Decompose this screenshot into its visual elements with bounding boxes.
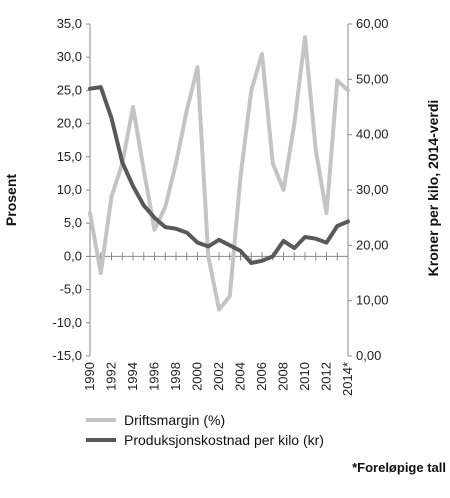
y-left-tick-label: 5,0: [64, 215, 82, 230]
series-1-point: [175, 228, 177, 230]
y-right-tick-label: 20,00: [356, 237, 389, 252]
series-1-point: [121, 161, 123, 163]
series-0-point: [153, 229, 156, 231]
series-1-point: [315, 238, 317, 240]
y-left-tick-label: -10,0: [52, 315, 82, 330]
series-1-point: [143, 204, 145, 207]
series-1-point: [100, 86, 102, 88]
series-0-point: [272, 162, 274, 165]
y-right-tick-label: 50,00: [356, 71, 389, 86]
y-right-axis-title: Kroner per kilo, 2014-verdi: [425, 100, 441, 277]
y-left-tick-label: 25,0: [57, 82, 82, 97]
y-right-tick-label: 0,00: [356, 348, 381, 363]
series-0-point: [110, 196, 113, 198]
series-1-point: [153, 217, 156, 219]
footnote: *Foreløpige tall: [352, 460, 446, 475]
series-0-point: [347, 89, 349, 91]
series-0-point: [143, 169, 145, 171]
y-left-tick-label: 15,0: [57, 149, 82, 164]
series-1-point: [164, 226, 166, 228]
y-left-tick-label: 10,0: [57, 182, 82, 197]
left-axis-ticks: -15,0 -10,0 -5,0 0,0 5,0 10,0 15,0 20,0 25,0 30,0…: [52, 16, 90, 363]
y-left-tick-label: -15,0: [52, 348, 82, 363]
x-axis-ticks: 1990 1992 1994 1996 1998 2000 2002 2004 2006 2008…: [82, 362, 355, 396]
series-0-point: [325, 212, 328, 214]
y-right-tick-label: 60,00: [356, 16, 389, 31]
series-1-point: [229, 244, 231, 246]
x-tick-label: 2012: [319, 362, 334, 391]
series-1-point: [325, 241, 328, 244]
series-0-point: [304, 36, 306, 38]
series-0-point: [207, 255, 209, 257]
series-0-point: [175, 162, 177, 165]
series-0-point: [186, 109, 188, 111]
y-left-tick-label: 0,0: [64, 248, 82, 263]
right-axis-ticks: 0,00 10,00 20,00 30,00 40,00 50,00 60,00: [348, 16, 389, 363]
series-0-point: [196, 66, 199, 68]
legend-label-driftsmargin: Driftsmargin (%): [124, 412, 225, 428]
series-0-point: [239, 176, 242, 178]
x-tick-label: 2004: [233, 362, 248, 391]
y-left-axis-title: Prosent: [3, 174, 19, 226]
series-1-point: [239, 250, 242, 252]
series-0-point: [261, 53, 263, 55]
series-1-point: [132, 185, 134, 187]
series-0-point: [218, 308, 220, 311]
series-1-point: [293, 247, 295, 249]
x-tick-label: 1996: [147, 362, 162, 391]
x-tick-label: 2002: [211, 362, 226, 391]
series-0-point: [132, 106, 134, 108]
legend: Driftsmargin (%) Produksjonskostnad per …: [86, 412, 324, 448]
series-0-point: [282, 189, 285, 191]
series-1-point: [218, 239, 220, 241]
series-0-point: [250, 89, 252, 91]
series-line-1: [88, 85, 350, 265]
series-0-point: [315, 149, 317, 151]
series-1-point: [282, 240, 285, 242]
x-tick-label: 2000: [190, 362, 205, 391]
series-0-point: [336, 79, 338, 82]
x-tick-label: 2010: [297, 362, 312, 391]
y-right-tick-label: 30,00: [356, 182, 389, 197]
y-left-tick-label: 35,0: [57, 16, 82, 31]
series-1-point: [336, 225, 338, 227]
series-0-point: [89, 212, 91, 214]
x-tick-label: 1994: [125, 362, 140, 391]
x-tick-label: 1998: [168, 362, 183, 391]
series-1-point: [207, 245, 209, 248]
x-tick-label: 1992: [104, 362, 119, 391]
y-left-tick-label: 20,0: [57, 116, 82, 131]
series-0-point: [164, 206, 166, 208]
series-1-point: [250, 262, 252, 264]
x-tick-label: 1990: [82, 362, 97, 391]
series-1-point: [304, 236, 306, 238]
series-0-point: [100, 272, 102, 274]
series-0-point: [229, 295, 231, 297]
series-1-point: [272, 255, 274, 257]
series-1-point: [89, 88, 91, 90]
series-1-point: [261, 260, 263, 262]
series-1-point: [196, 241, 199, 244]
y-left-tick-label: 30,0: [57, 49, 82, 64]
y-right-tick-label: 10,00: [356, 293, 389, 308]
x-tick-label: 2014*: [340, 362, 355, 396]
x-tick-label: 2008: [276, 362, 291, 391]
y-left-tick-label: -5,0: [60, 282, 82, 297]
legend-label-produksjonskostnad: Produksjonskostnad per kilo (kr): [124, 432, 324, 448]
series-1-point: [186, 232, 188, 234]
y-right-tick-label: 40,00: [356, 127, 389, 142]
series-1-point: [110, 117, 113, 119]
series-1-point: [347, 220, 349, 223]
x-tick-label: 2006: [254, 362, 269, 391]
series-lines: [88, 35, 350, 312]
series-0-point: [293, 123, 295, 125]
